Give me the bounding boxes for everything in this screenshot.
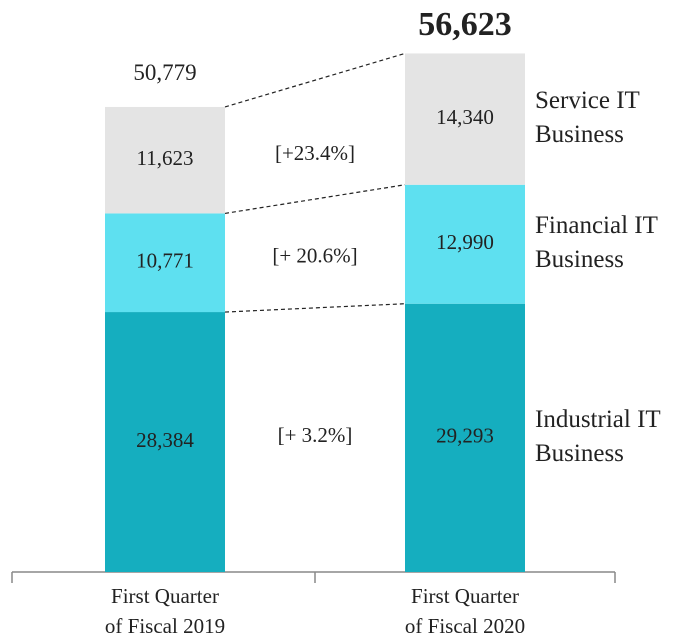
value-label: 12,990 — [436, 230, 494, 254]
value-label: 28,384 — [136, 428, 194, 452]
change-label: [+23.4%] — [275, 141, 355, 165]
change-label: [+ 20.6%] — [272, 244, 357, 268]
bar-segment — [105, 213, 225, 313]
x-tick-label: First Quarter of Fiscal 2019 — [105, 584, 225, 638]
value-label: 10,771 — [136, 249, 194, 273]
connector — [224, 303, 406, 313]
bar-segment — [105, 106, 225, 214]
legend-label: Financial IT Business — [535, 212, 658, 273]
value-label: 14,340 — [436, 105, 494, 129]
legend-label: Industrial IT Business — [535, 406, 661, 467]
connector — [224, 52, 406, 108]
bar-segment — [405, 184, 525, 304]
total-label: 50,779 — [133, 60, 196, 85]
legend-label: Service IT Business — [535, 87, 640, 148]
total-label: 56,623 — [418, 6, 512, 43]
x-tick-label: First Quarter of Fiscal 2020 — [405, 584, 525, 638]
bar-segment — [405, 53, 525, 185]
value-label: 29,293 — [436, 424, 494, 448]
bar-segment — [105, 312, 225, 572]
change-label: [+ 3.2%] — [278, 423, 353, 447]
bar-segment — [405, 303, 525, 572]
connector — [224, 184, 406, 214]
value-label: 11,623 — [137, 146, 194, 170]
